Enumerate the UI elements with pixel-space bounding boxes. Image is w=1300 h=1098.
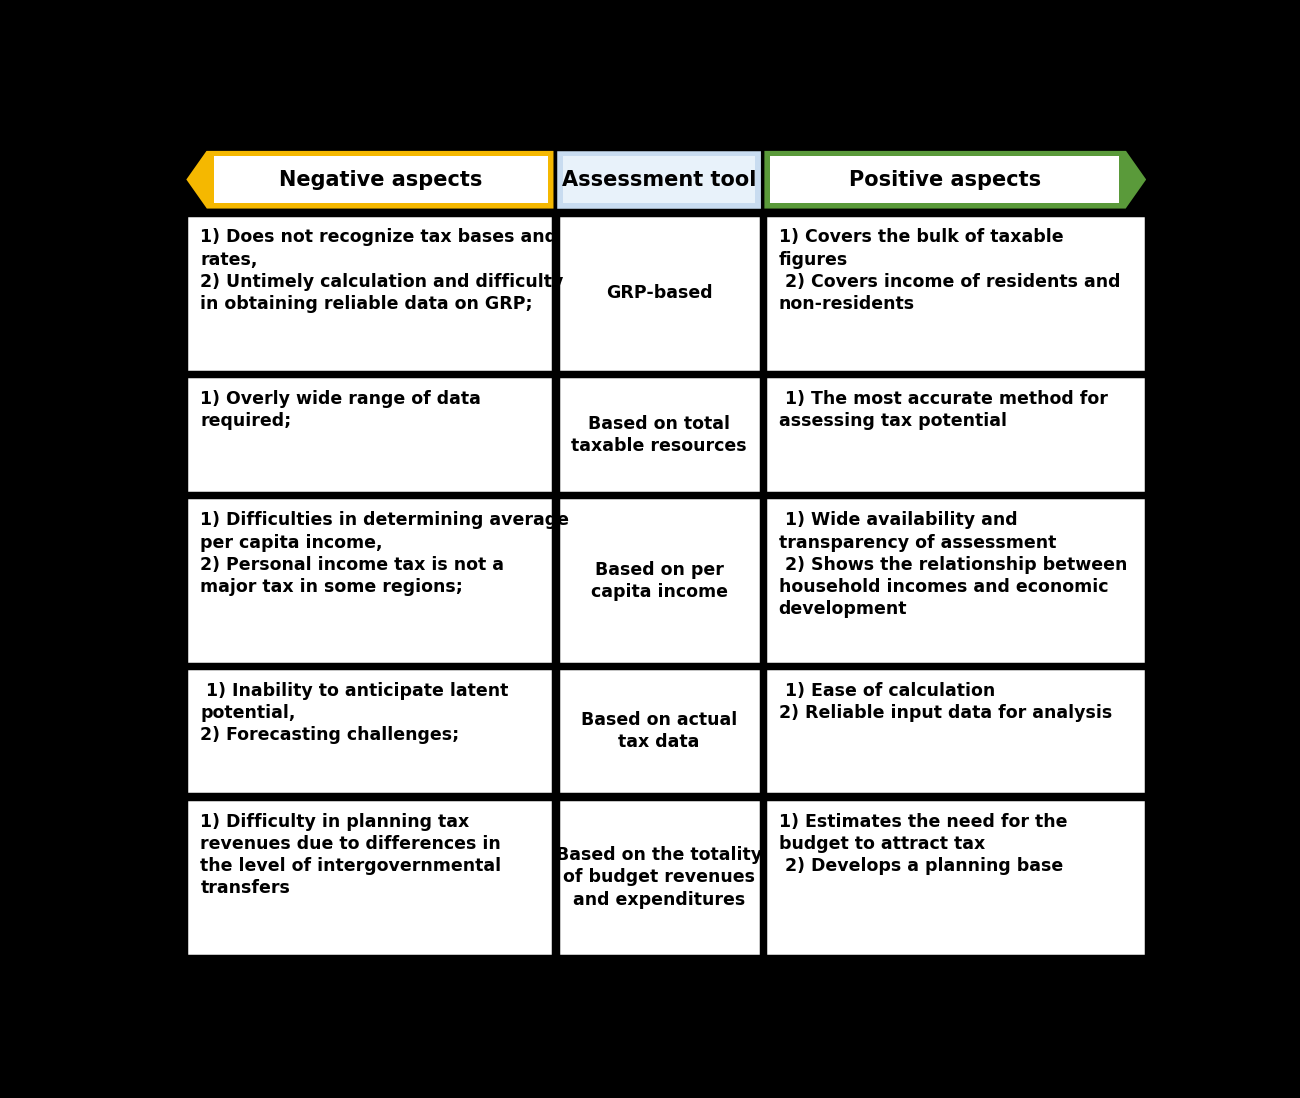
Text: Based on total
taxable resources: Based on total taxable resources [571, 415, 746, 455]
FancyBboxPatch shape [558, 377, 760, 493]
FancyBboxPatch shape [186, 214, 554, 372]
Text: 1) Difficulties in determining average
per capita income,
2) Personal income tax: 1) Difficulties in determining average p… [200, 512, 569, 596]
Text: GRP-based: GRP-based [606, 284, 712, 302]
FancyBboxPatch shape [186, 798, 554, 956]
Text: 1) Overly wide range of data
required;: 1) Overly wide range of data required; [200, 390, 481, 430]
Text: 1) Wide availability and
transparency of assessment
 2) Shows the relationship b: 1) Wide availability and transparency of… [779, 512, 1127, 618]
Text: 1) Ease of calculation
2) Reliable input data for analysis: 1) Ease of calculation 2) Reliable input… [779, 682, 1112, 722]
FancyBboxPatch shape [558, 669, 760, 795]
Text: 1) Difficulty in planning tax
revenues due to differences in
the level of interg: 1) Difficulty in planning tax revenues d… [200, 813, 502, 897]
FancyBboxPatch shape [771, 156, 1119, 203]
FancyBboxPatch shape [186, 669, 554, 795]
FancyBboxPatch shape [558, 214, 760, 372]
Polygon shape [185, 148, 555, 211]
FancyBboxPatch shape [563, 156, 755, 203]
Text: Negative aspects: Negative aspects [280, 169, 482, 190]
Text: Based on actual
tax data: Based on actual tax data [581, 712, 737, 751]
FancyBboxPatch shape [764, 497, 1147, 664]
FancyBboxPatch shape [764, 798, 1147, 956]
FancyBboxPatch shape [213, 156, 547, 203]
FancyBboxPatch shape [558, 497, 760, 664]
FancyBboxPatch shape [186, 497, 554, 664]
FancyBboxPatch shape [558, 798, 760, 956]
FancyBboxPatch shape [764, 214, 1147, 372]
Text: 1) Covers the bulk of taxable
figures
 2) Covers income of residents and
non-res: 1) Covers the bulk of taxable figures 2)… [779, 228, 1121, 313]
Text: Positive aspects: Positive aspects [849, 169, 1041, 190]
Text: 1) The most accurate method for
assessing tax potential: 1) The most accurate method for assessin… [779, 390, 1108, 430]
Text: Based on the totality
of budget revenues
and expenditures: Based on the totality of budget revenues… [556, 847, 762, 908]
Text: Based on per
capita income: Based on per capita income [590, 561, 728, 601]
Text: 1) Estimates the need for the
budget to attract tax
 2) Develops a planning base: 1) Estimates the need for the budget to … [779, 813, 1067, 875]
FancyBboxPatch shape [764, 669, 1147, 795]
FancyBboxPatch shape [764, 377, 1147, 493]
Text: 1) Inability to anticipate latent
potential,
2) Forecasting challenges;: 1) Inability to anticipate latent potent… [200, 682, 508, 744]
FancyBboxPatch shape [555, 148, 763, 211]
Text: Assessment tool: Assessment tool [562, 169, 757, 190]
Text: 1) Does not recognize tax bases and
rates,
2) Untimely calculation and difficult: 1) Does not recognize tax bases and rate… [200, 228, 564, 313]
Polygon shape [763, 148, 1148, 211]
FancyBboxPatch shape [186, 377, 554, 493]
